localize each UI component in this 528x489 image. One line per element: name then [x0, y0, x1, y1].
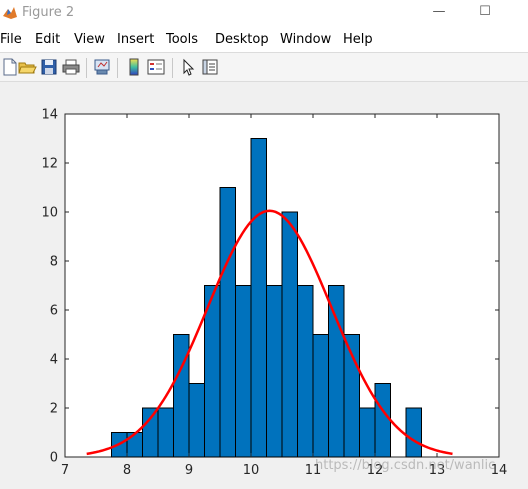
histogram-bar: [405, 407, 422, 458]
toolbar-separator: [86, 58, 87, 78]
figure-canvas: 7 8 9 10 11 12 13 14 0 2 4 6 8 10 12 14: [0, 82, 528, 489]
maximize-icon: ☐: [479, 4, 491, 19]
histogram-bar: [235, 285, 252, 458]
edit-plot-arrow-icon[interactable]: [178, 57, 198, 77]
window-title: Figure 2: [22, 5, 75, 20]
save-icon[interactable]: [39, 57, 59, 77]
normal-fit-curve: [86, 209, 453, 456]
menu-desktop[interactable]: Desktop: [215, 32, 269, 47]
x-tick-label: 7: [61, 463, 69, 478]
y-tick-label: 0: [50, 451, 58, 466]
minimize-button[interactable]: —: [416, 0, 462, 26]
x-tick-label: 8: [123, 463, 131, 478]
menu-edit[interactable]: Edit: [35, 32, 61, 47]
histogram-bar: [374, 383, 391, 458]
menu-bar: File Edit View Insert Tools Desktop Wind…: [0, 26, 528, 52]
menu-file[interactable]: File: [0, 32, 22, 47]
watermark-text: https://blog.csdn.net/wanlic: [315, 458, 496, 473]
menu-help[interactable]: Help: [343, 32, 373, 47]
toolbar-separator: [172, 58, 173, 78]
title-bar: Figure 2 — ☐: [0, 0, 528, 26]
colorbar-icon[interactable]: [124, 57, 144, 77]
y-tick-label: 8: [50, 255, 58, 270]
histogram-bar: [188, 383, 205, 458]
menu-view[interactable]: View: [74, 32, 105, 47]
histogram-bar: [297, 285, 314, 458]
histogram-bar: [126, 432, 143, 458]
property-inspector-icon[interactable]: [200, 57, 220, 77]
histogram-bar: [219, 187, 236, 458]
y-tick-label: 10: [41, 206, 58, 221]
link-plot-icon[interactable]: [92, 57, 112, 77]
matlab-logo-icon: [2, 5, 18, 21]
new-figure-icon[interactable]: [0, 57, 20, 77]
histogram-bar: [312, 334, 329, 458]
histogram-bar: [281, 211, 298, 458]
y-tick-label: 2: [50, 402, 58, 417]
histogram-bar: [328, 285, 345, 458]
histogram-chart[interactable]: 7 8 9 10 11 12 13 14 0 2 4 6 8 10 12 14: [0, 82, 528, 489]
minimize-icon: —: [432, 4, 446, 19]
open-file-icon[interactable]: [17, 57, 37, 77]
x-tick-label: 9: [185, 463, 193, 478]
y-tick-label: 12: [41, 157, 58, 172]
x-tick-label: 12: [367, 463, 384, 478]
print-icon[interactable]: [61, 57, 81, 77]
toolbar-separator: [117, 58, 118, 78]
histogram-bar: [359, 407, 376, 458]
menu-insert[interactable]: Insert: [117, 32, 155, 47]
histogram-bar: [250, 138, 267, 458]
y-tick-label: 14: [41, 108, 58, 123]
histogram-bar: [142, 407, 159, 458]
x-tick-label: 11: [305, 463, 322, 478]
x-tick-label: 10: [243, 463, 260, 478]
y-tick-label: 4: [50, 353, 58, 368]
histogram-bar: [157, 407, 174, 458]
histogram-bar: [173, 334, 190, 458]
x-tick-label: 13: [429, 463, 446, 478]
x-tick-label: 14: [491, 463, 508, 478]
legend-icon[interactable]: [146, 57, 166, 77]
menu-tools[interactable]: Tools: [166, 32, 199, 47]
maximize-button[interactable]: ☐: [462, 0, 508, 26]
histogram-bar: [266, 285, 283, 458]
menu-window[interactable]: Window: [280, 32, 332, 47]
toolbar: [0, 52, 528, 82]
y-tick-label: 6: [50, 304, 58, 319]
